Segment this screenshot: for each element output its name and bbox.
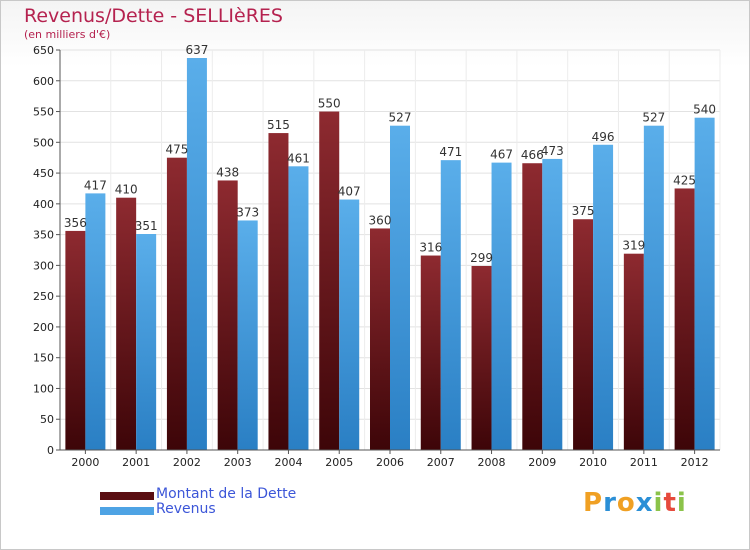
y-tick-label: 200: [33, 321, 54, 334]
data-label: 637: [185, 43, 208, 57]
y-tick-label: 0: [47, 444, 54, 457]
bar-revenus: [85, 193, 106, 450]
logo-letter: o: [616, 488, 636, 518]
bar-dette: [370, 228, 390, 450]
x-tick-label: 2001: [122, 456, 150, 469]
y-tick-label: 600: [33, 75, 54, 88]
data-label: 425: [673, 173, 696, 187]
x-tick-label: 2000: [71, 456, 99, 469]
logo-letter: t: [663, 488, 677, 518]
data-label: 373: [236, 205, 259, 219]
data-label: 471: [439, 145, 462, 159]
data-label: 407: [338, 185, 361, 199]
data-label: 438: [216, 165, 239, 179]
data-label: 466: [521, 148, 544, 162]
y-tick-label: 150: [33, 352, 54, 365]
logo-letter: i: [653, 488, 664, 518]
bar-revenus: [186, 58, 207, 450]
x-tick-label: 2010: [579, 456, 607, 469]
bar-dette: [268, 133, 289, 451]
bars: [65, 58, 715, 451]
bar-revenus: [136, 234, 157, 450]
bar-dette: [420, 255, 441, 450]
data-label: 550: [318, 97, 341, 111]
data-label: 467: [490, 148, 513, 162]
logo-letter: x: [635, 488, 654, 518]
bar-revenus: [339, 199, 360, 450]
bar-revenus: [440, 160, 461, 450]
bar-revenus: [643, 125, 664, 450]
x-tick-label: 2003: [224, 456, 252, 469]
bar-dette: [623, 253, 644, 450]
data-label: 473: [541, 144, 564, 158]
logo-letter: r: [603, 488, 617, 518]
y-tick-label: 100: [33, 382, 54, 395]
bar-dette: [471, 266, 492, 450]
data-label: 475: [165, 143, 188, 157]
x-tick-label: 2012: [681, 456, 709, 469]
data-label: 540: [693, 103, 716, 117]
axes: 0 50 100 150 200 250 300 350 400 450 500 550 600 650 2…: [33, 44, 720, 469]
bar-dette: [522, 163, 543, 450]
chart-title: Revenus/Dette - SELLIèRES: [24, 5, 283, 27]
y-tick-label: 550: [33, 106, 54, 119]
bar-dette: [166, 157, 187, 450]
y-tick-label: 650: [33, 44, 54, 57]
y-tick-label: 300: [33, 259, 54, 272]
proxiti-logo: Proxiti: [583, 488, 687, 518]
data-label: 375: [572, 204, 595, 218]
y-tick-label: 400: [33, 198, 54, 211]
bar-revenus: [237, 220, 258, 450]
logo-letter: P: [583, 488, 604, 518]
bar-revenus: [288, 166, 309, 451]
x-tick-label: 2005: [325, 456, 353, 469]
bar-revenus: [542, 158, 563, 450]
y-tick-label: 350: [33, 229, 54, 242]
bar-revenus: [390, 125, 410, 450]
x-tick-label: 2008: [478, 456, 506, 469]
x-tick-label: 2002: [173, 456, 201, 469]
bar-revenus: [694, 117, 715, 450]
data-label: 319: [622, 239, 645, 253]
legend-label-revenus: Revenus: [156, 501, 216, 517]
data-label: 527: [642, 111, 665, 125]
legend-label-debt: Montant de la Dette: [156, 486, 297, 502]
bar-revenus: [593, 144, 614, 450]
bar-dette: [217, 180, 238, 450]
data-label: 417: [84, 178, 107, 192]
bar-dette: [674, 188, 695, 450]
legend-swatch-debt: [100, 492, 154, 500]
y-tick-label: 450: [33, 167, 54, 180]
data-label: 515: [267, 118, 290, 132]
bar-dette: [319, 111, 340, 451]
legend-swatch-revenus: [100, 507, 154, 515]
data-label: 527: [389, 111, 412, 125]
data-label: 316: [419, 241, 442, 255]
data-label: 356: [64, 216, 87, 230]
data-label: 360: [369, 213, 392, 227]
chart-subtitle: (en milliers d'€): [24, 28, 111, 41]
bar-dette: [573, 219, 594, 450]
x-tick-label: 2006: [376, 456, 404, 469]
x-tick-label: 2007: [427, 456, 455, 469]
bar-revenus: [491, 162, 512, 450]
x-tick-label: 2009: [528, 456, 556, 469]
data-labels: 356 417 410 351 475 637 438 373 515 461 550 407 360 5…: [64, 43, 716, 265]
data-label: 410: [115, 183, 138, 197]
bar-dette: [116, 197, 137, 450]
x-tick-label: 2004: [274, 456, 302, 469]
data-label: 461: [287, 151, 310, 165]
data-label: 299: [470, 251, 493, 265]
data-label: 496: [592, 130, 615, 144]
data-label: 351: [135, 219, 158, 233]
y-tick-label: 500: [33, 136, 54, 149]
y-tick-label: 50: [40, 413, 54, 426]
y-tick-label: 250: [33, 290, 54, 303]
logo-letter: i: [676, 488, 687, 518]
x-tick-label: 2011: [630, 456, 658, 469]
bar-dette: [65, 230, 86, 450]
